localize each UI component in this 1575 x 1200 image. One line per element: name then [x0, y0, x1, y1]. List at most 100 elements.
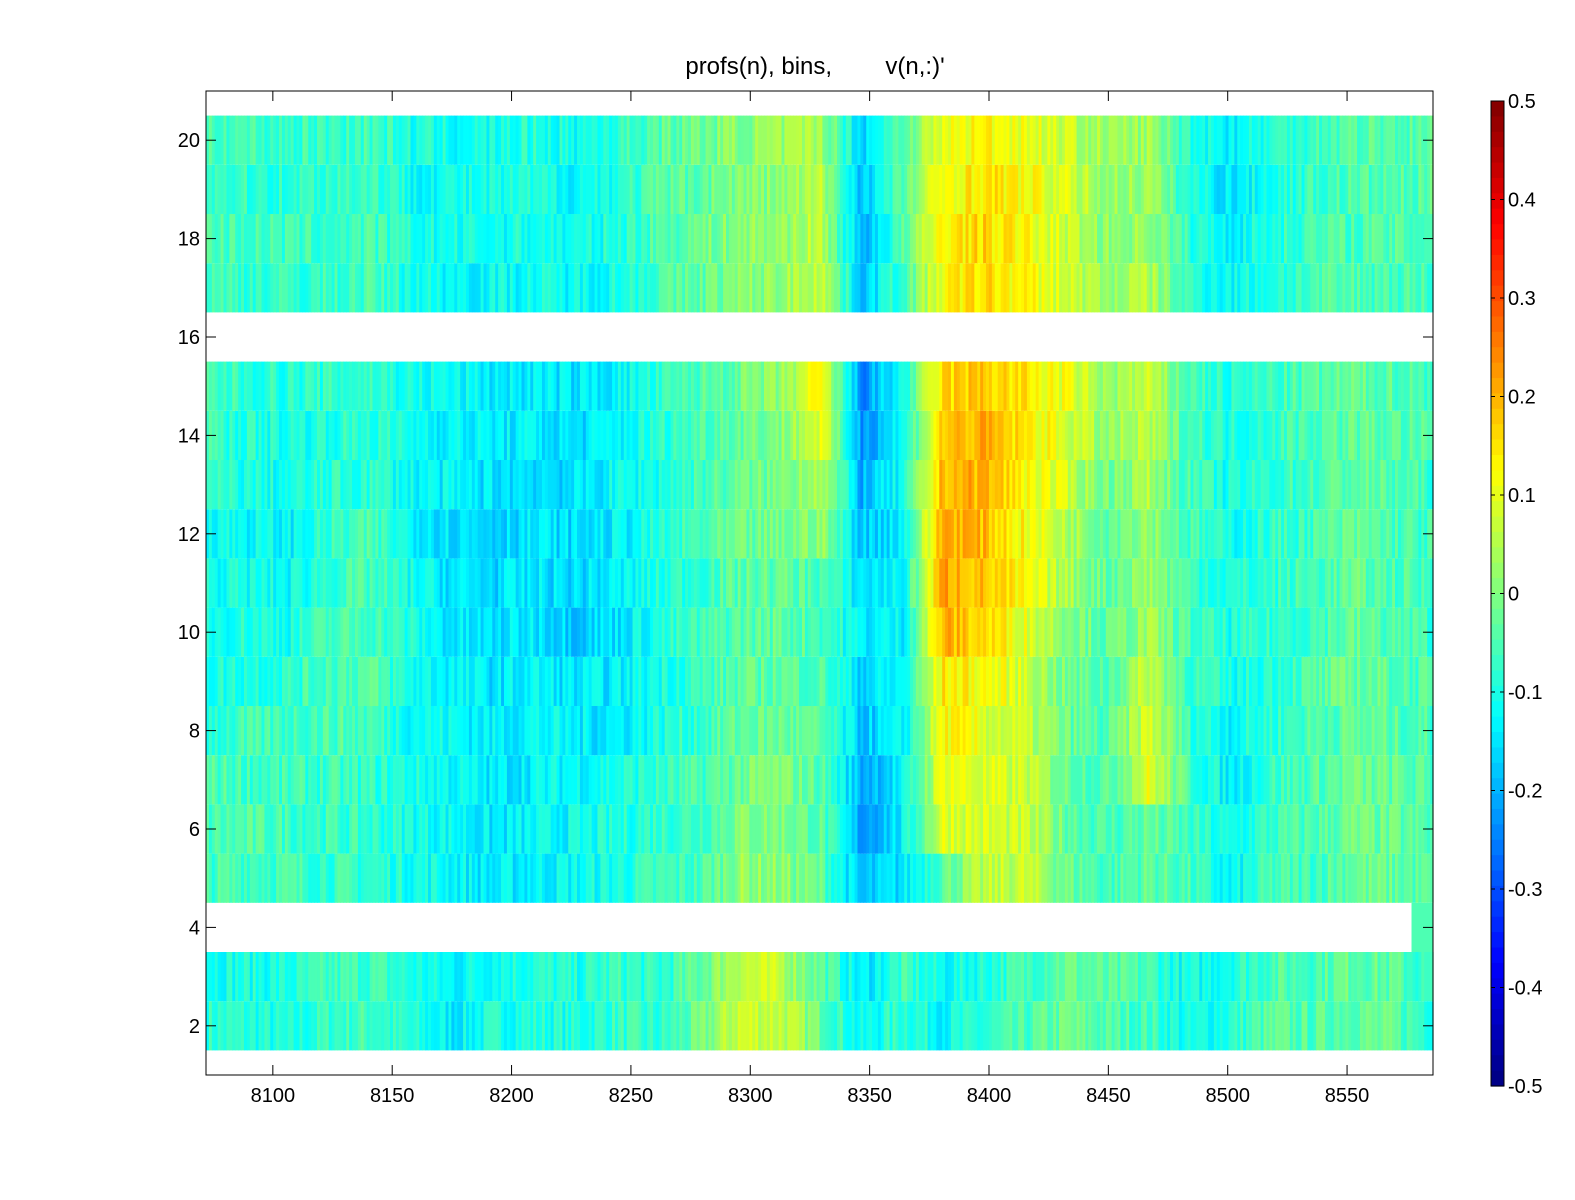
heatmap-cell: [460, 410, 464, 460]
heatmap-cell: [1357, 952, 1361, 1002]
heatmap-cell: [1099, 656, 1104, 706]
heatmap-cell: [360, 755, 365, 805]
heatmap-cell: [726, 804, 730, 854]
heatmap-cell: [267, 607, 271, 657]
heatmap-cell: [1155, 755, 1159, 805]
heatmap-cell: [1196, 1001, 1200, 1051]
heatmap-cell: [311, 656, 315, 706]
heatmap-cell: [577, 853, 581, 903]
heatmap-cell: [1003, 952, 1008, 1002]
heatmap-cell: [454, 706, 458, 756]
heatmap-cell: [1012, 755, 1016, 805]
heatmap-cell: [1418, 607, 1422, 657]
heatmap-cell: [965, 509, 970, 559]
heatmap-cell: [1389, 558, 1393, 608]
heatmap-cell: [1161, 853, 1165, 903]
heatmap-cell: [956, 952, 961, 1002]
heatmap-cell: [857, 558, 861, 608]
heatmap-cell: [463, 656, 467, 706]
heatmap-cell: [1006, 558, 1010, 608]
heatmap-cell: [734, 558, 739, 608]
heatmap-cell: [506, 410, 511, 460]
heatmap-cell: [530, 656, 534, 706]
heatmap-cell: [1170, 656, 1174, 706]
heatmap-cell: [682, 607, 686, 657]
heatmap-cell: [1126, 607, 1130, 657]
heatmap-cell: [907, 804, 911, 854]
heatmap-cell: [264, 706, 268, 756]
heatmap-cell: [1202, 1001, 1206, 1051]
heatmap-cell: [1076, 509, 1081, 559]
heatmap-cell: [571, 804, 575, 854]
heatmap-cell: [515, 755, 520, 805]
heatmap-cell: [1099, 410, 1104, 460]
heatmap-cell: [1088, 607, 1092, 657]
heatmap-cell: [1149, 952, 1154, 1002]
heatmap-cell: [293, 607, 298, 657]
heatmap-cell: [755, 755, 759, 805]
heatmap-cell: [626, 460, 631, 510]
heatmap-cell: [1009, 558, 1013, 608]
heatmap-cell: [1231, 853, 1235, 903]
heatmap-cell: [305, 1001, 309, 1051]
heatmap-cell: [293, 706, 298, 756]
heatmap-cell: [948, 1001, 952, 1051]
heatmap-cell: [381, 804, 385, 854]
heatmap-cell: [290, 558, 295, 608]
heatmap-cell: [1383, 656, 1387, 706]
heatmap-cell: [652, 558, 657, 608]
heatmap-cell: [644, 804, 648, 854]
heatmap-cell: [226, 804, 230, 854]
heatmap-cell: [1251, 952, 1256, 1002]
heatmap-cell: [699, 410, 704, 460]
heatmap-cell: [1172, 410, 1177, 460]
heatmap-cell: [632, 952, 637, 1002]
heatmap-cell: [1357, 853, 1361, 903]
heatmap-cell: [1342, 755, 1346, 805]
heatmap-cell: [845, 1001, 850, 1051]
heatmap-cell: [775, 1001, 780, 1051]
heatmap-cell: [591, 656, 596, 706]
heatmap-cell: [950, 656, 955, 706]
heatmap-cell: [632, 558, 637, 608]
heatmap-cell: [1146, 460, 1151, 510]
heatmap-cell: [755, 706, 759, 756]
heatmap-cell: [1044, 1001, 1048, 1051]
heatmap-cell: [690, 706, 695, 756]
heatmap-cell: [448, 853, 452, 903]
heatmap-cell: [971, 410, 975, 460]
heatmap-cell: [948, 853, 952, 903]
heatmap-cell: [763, 1001, 768, 1051]
heatmap-cell: [1319, 853, 1323, 903]
heatmap-cell: [1064, 656, 1069, 706]
heatmap-cell: [1146, 804, 1151, 854]
heatmap-cell: [851, 1001, 856, 1051]
heatmap-cell: [723, 755, 727, 805]
heatmap-cell: [1015, 755, 1019, 805]
heatmap-cell: [933, 656, 937, 706]
heatmap-cell: [395, 755, 400, 805]
heatmap-cell: [334, 410, 339, 460]
heatmap-cell: [588, 558, 593, 608]
heatmap-cell: [530, 460, 534, 510]
heatmap-cell: [1132, 853, 1136, 903]
heatmap-cell: [270, 952, 274, 1002]
heatmap-cell: [1190, 656, 1195, 706]
heatmap-cell: [1260, 607, 1265, 657]
heatmap-cell: [1307, 804, 1311, 854]
heatmap-cell: [565, 410, 569, 460]
heatmap-cell: [357, 1001, 362, 1051]
heatmap-cell: [1155, 853, 1159, 903]
heatmap-cell: [252, 952, 257, 1002]
heatmap-cell: [249, 1001, 254, 1051]
heatmap-cell: [1082, 607, 1086, 657]
heatmap-cell: [1073, 509, 1078, 559]
heatmap-cell: [1336, 1001, 1341, 1051]
heatmap-cell: [845, 607, 850, 657]
heatmap-cell: [594, 607, 599, 657]
heatmap-cell: [512, 1001, 517, 1051]
heatmap-cell: [249, 853, 254, 903]
heatmap-cell: [775, 509, 780, 559]
heatmap-cell: [1397, 607, 1402, 657]
heatmap-cell: [875, 804, 879, 854]
